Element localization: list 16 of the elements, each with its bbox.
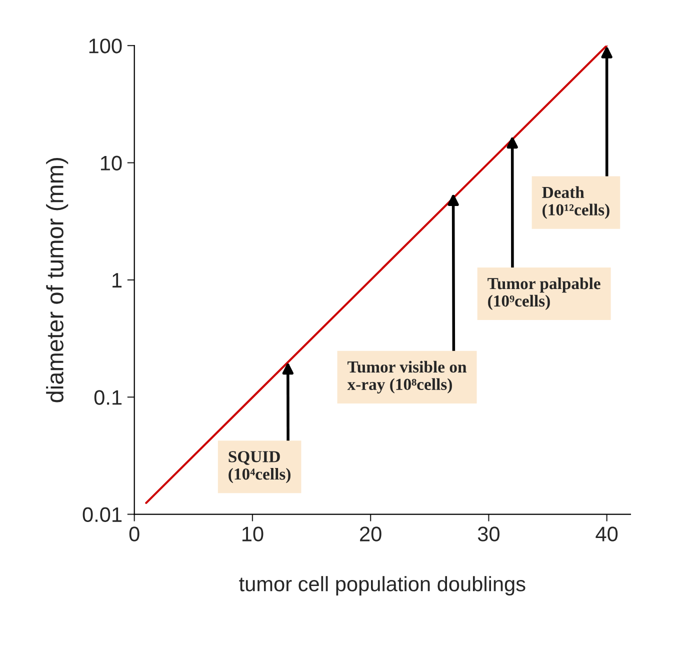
x-tick-label: 40 <box>596 526 618 542</box>
y-tick-label: 1 <box>112 273 122 288</box>
x-tick-label: 30 <box>478 526 500 542</box>
x-axis-title: tumor cell population doublings <box>239 576 526 596</box>
y-tick-label: 0.1 <box>94 390 122 405</box>
annotation: SQUID (10⁴cells) <box>228 451 290 484</box>
y-tick-label: 0.01 <box>82 507 122 522</box>
y-tick-label: 10 <box>100 156 122 171</box>
x-tick-label: 20 <box>360 526 382 542</box>
annotation: Death (10¹²cells) <box>542 186 610 219</box>
annotation: Tumor visible on x-ray (10⁸cells) <box>347 360 467 394</box>
annotation: Tumor palpable (10⁹cells) <box>488 277 600 310</box>
x-tick-label: 10 <box>242 526 264 542</box>
y-tick-label: 100 <box>89 38 122 54</box>
y-axis-title: diameter of tumor (mm) <box>46 158 68 402</box>
x-tick-label: 0 <box>129 526 140 542</box>
